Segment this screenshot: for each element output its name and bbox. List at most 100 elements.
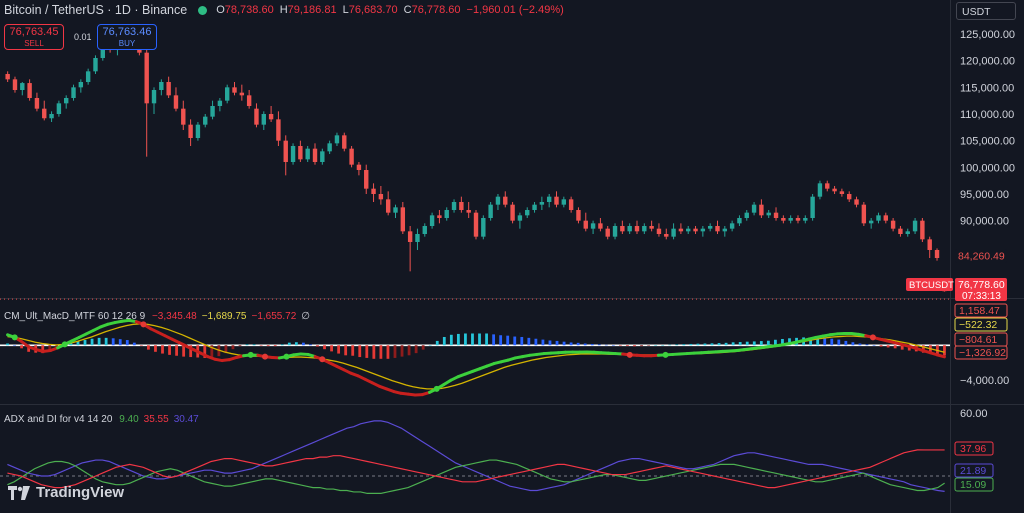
candle bbox=[554, 196, 559, 205]
histogram-bar bbox=[548, 340, 552, 346]
adx-tick-label: 60.00 bbox=[960, 408, 988, 420]
macd-legend-value: −1,655.72 bbox=[251, 311, 297, 322]
last-close-label: 84,260.49 bbox=[955, 249, 1007, 263]
candle bbox=[188, 124, 193, 138]
histogram-bar bbox=[745, 341, 749, 346]
histogram-bar bbox=[168, 345, 171, 355]
sell-button[interactable]: 76,763.45 SELL bbox=[4, 24, 64, 50]
histogram-bar bbox=[323, 345, 326, 350]
histogram-bar bbox=[393, 345, 397, 358]
candle bbox=[20, 83, 25, 90]
adx-value-label-text: 37.96 bbox=[960, 443, 986, 455]
candle bbox=[634, 226, 640, 232]
candle bbox=[159, 82, 164, 90]
histogram-bar bbox=[703, 343, 707, 346]
candle bbox=[203, 116, 208, 125]
candle bbox=[283, 140, 288, 162]
candle bbox=[268, 114, 274, 120]
symbol-header: Bitcoin / TetherUS · 1D · Binance O78,73… bbox=[4, 3, 570, 17]
candle bbox=[832, 188, 837, 192]
histogram-bar bbox=[752, 341, 756, 346]
macd-value-label-bg bbox=[954, 345, 1008, 360]
histogram-bar bbox=[203, 345, 207, 358]
currency-selector[interactable]: USDT bbox=[956, 2, 1016, 20]
candle bbox=[64, 98, 69, 104]
candle bbox=[173, 95, 179, 109]
symbol-title[interactable]: Bitcoin / TetherUS · 1D · Binance bbox=[4, 3, 188, 17]
histogram-bar bbox=[365, 345, 369, 358]
last-close-label-text: 84,260.49 bbox=[958, 251, 1005, 263]
cross-dot bbox=[61, 341, 68, 348]
histogram-bar bbox=[351, 345, 355, 356]
candle bbox=[12, 79, 18, 90]
candle bbox=[781, 218, 786, 221]
cross-dot bbox=[11, 334, 18, 341]
adx-value-label-text: 21.89 bbox=[960, 465, 986, 477]
candle bbox=[422, 226, 427, 234]
histogram-bar bbox=[20, 345, 24, 349]
candle bbox=[883, 215, 888, 221]
histogram-bar bbox=[809, 337, 813, 346]
candle bbox=[393, 207, 398, 213]
histogram-bar bbox=[506, 335, 510, 346]
histogram-bar bbox=[858, 343, 862, 346]
candle bbox=[385, 199, 391, 213]
candle bbox=[459, 202, 464, 210]
histogram-bar bbox=[41, 345, 45, 354]
candle bbox=[276, 119, 281, 141]
axis-labels: 84,260.4976,778.6007:33:13BTCUSDT1,158.4… bbox=[906, 249, 1008, 492]
candle bbox=[466, 210, 471, 213]
candle bbox=[342, 135, 347, 149]
histogram-bar bbox=[280, 344, 284, 346]
histogram-bar bbox=[611, 345, 615, 346]
histogram-bar bbox=[928, 345, 932, 354]
candle bbox=[290, 146, 296, 162]
histogram-bar bbox=[921, 345, 925, 353]
histogram-bar bbox=[118, 339, 122, 346]
candle bbox=[407, 231, 413, 242]
histogram-bar bbox=[774, 339, 777, 346]
histogram-bar bbox=[717, 343, 721, 346]
candle bbox=[488, 204, 493, 218]
histogram-bar bbox=[252, 344, 256, 346]
macd-legend[interactable]: CM_Ult_MacD_MTF 60 12 26 9 −3,345.48 −1,6… bbox=[4, 311, 315, 322]
candle bbox=[825, 183, 830, 189]
histogram-bar bbox=[900, 345, 904, 350]
histogram-bar bbox=[851, 342, 855, 346]
histogram-bar bbox=[788, 338, 791, 346]
candle bbox=[517, 215, 523, 221]
minus-di-line bbox=[7, 449, 945, 489]
watermark-text: TradingView bbox=[36, 484, 125, 501]
candle bbox=[759, 204, 764, 216]
candle bbox=[546, 196, 552, 202]
price-tick-label: 90,000.00 bbox=[960, 216, 1009, 228]
histogram-bar bbox=[90, 338, 94, 346]
histogram-bar bbox=[555, 340, 559, 346]
candle bbox=[305, 148, 310, 160]
histogram-bar bbox=[428, 345, 432, 346]
histogram-bar bbox=[97, 337, 101, 346]
macd-value-label-text: 1,158.47 bbox=[959, 305, 1000, 317]
candle bbox=[927, 239, 932, 250]
macd-line bbox=[935, 353, 946, 359]
symbol-badge-bg bbox=[906, 278, 953, 291]
histogram-bar bbox=[224, 345, 228, 354]
adx-legend-values: 9.40 35.55 30.47 bbox=[119, 414, 204, 425]
adx-legend[interactable]: ADX and DI for v4 14 20 9.40 35.55 30.47 bbox=[4, 414, 204, 425]
histogram-bar bbox=[69, 343, 73, 346]
histogram-bar bbox=[154, 345, 157, 352]
adx-value-label-bg bbox=[954, 463, 994, 478]
histogram-bar bbox=[823, 337, 827, 346]
cross-dot bbox=[869, 334, 876, 341]
histogram-bar bbox=[210, 345, 214, 358]
candle bbox=[649, 226, 654, 229]
histogram-bar bbox=[689, 343, 693, 346]
histogram-bar bbox=[738, 342, 742, 346]
histogram-bar bbox=[654, 345, 658, 346]
buy-button[interactable]: 76,763.46 BUY bbox=[97, 24, 157, 50]
candle bbox=[49, 114, 54, 119]
symbol-badge: BTCUSDT bbox=[909, 280, 954, 291]
candle bbox=[861, 204, 867, 224]
macd-legend-name: CM_Ult_MacD_MTF 60 12 26 9 bbox=[4, 311, 146, 322]
